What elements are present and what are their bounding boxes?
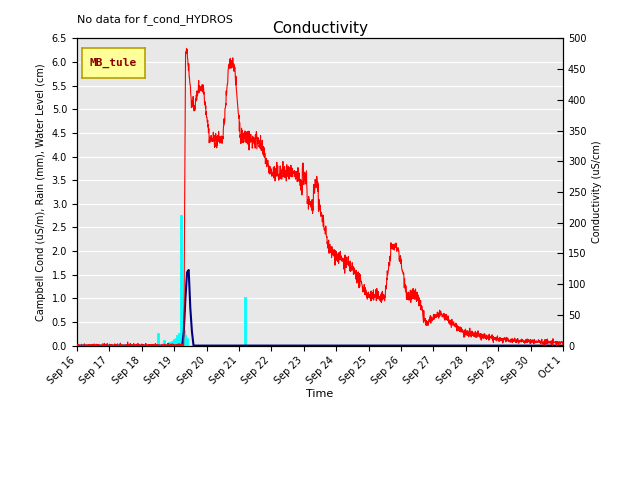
- Text: No data for f_cond_HYDROS: No data for f_cond_HYDROS: [77, 14, 233, 25]
- Y-axis label: Campbell Cond (uS/m), Rain (mm), Water Level (cm): Campbell Cond (uS/m), Rain (mm), Water L…: [36, 63, 46, 321]
- Title: Conductivity: Conductivity: [272, 21, 368, 36]
- Y-axis label: Conductivity (uS/cm): Conductivity (uS/cm): [592, 141, 602, 243]
- X-axis label: Time: Time: [307, 389, 333, 399]
